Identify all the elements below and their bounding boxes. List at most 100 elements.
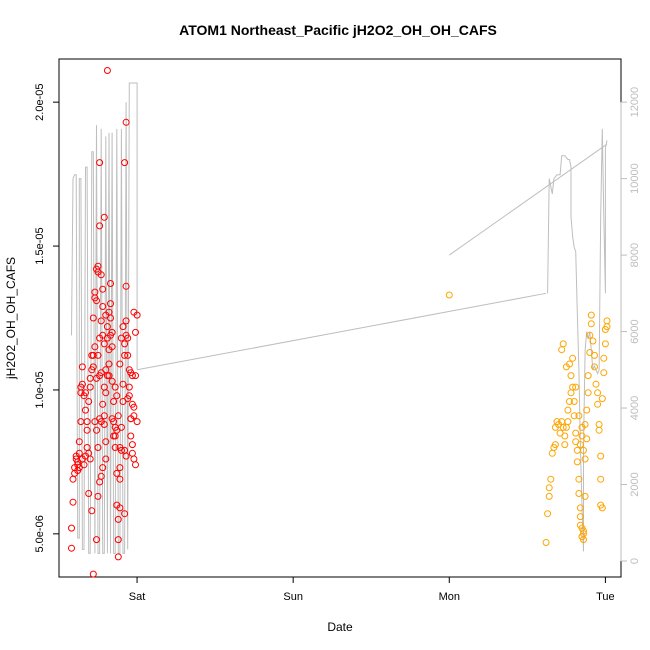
data-point [99, 400, 107, 408]
data-point [567, 389, 575, 397]
data-point [581, 492, 589, 500]
data-point [116, 464, 124, 472]
data-point [122, 118, 130, 126]
data-point [93, 297, 100, 305]
data-point [128, 449, 136, 457]
data-point [88, 507, 96, 515]
data-point [114, 412, 122, 420]
data-point [86, 383, 94, 391]
data-point [100, 421, 108, 428]
data-point [545, 484, 553, 492]
data-point [566, 398, 573, 405]
y2-tick-label: 6000 [629, 319, 641, 343]
data-point [128, 441, 136, 449]
data-point [124, 351, 132, 359]
data-point [99, 464, 107, 472]
altitude-line [448, 143, 608, 256]
data-point [77, 418, 85, 426]
data-point [99, 331, 107, 339]
data-point [578, 432, 586, 440]
data-point [122, 282, 130, 290]
data-point [589, 337, 597, 345]
data-point [121, 351, 129, 359]
data-point [97, 317, 105, 325]
data-point [128, 372, 136, 380]
data-point [83, 444, 91, 451]
data-point [569, 354, 577, 362]
data-point [91, 343, 99, 351]
data-point [564, 406, 572, 414]
data-point [121, 340, 129, 348]
data-point [548, 449, 556, 457]
y2-tick-label: 4000 [629, 396, 641, 420]
data-point [603, 323, 611, 331]
data-point [584, 389, 592, 397]
data-point [102, 455, 110, 463]
data-point [124, 395, 132, 403]
data-point [69, 475, 77, 483]
data-point [575, 490, 583, 497]
data-point [68, 524, 75, 532]
data-point [89, 314, 97, 322]
data-point [89, 363, 97, 371]
data-point [75, 438, 83, 446]
data-point [97, 472, 105, 480]
y-tick-label: 2.0e-05 [34, 84, 46, 121]
data-point [94, 492, 102, 500]
data-point [127, 432, 135, 440]
data-point [591, 363, 598, 371]
data-point [567, 372, 575, 380]
data-point [119, 323, 127, 331]
data-point [96, 222, 104, 230]
data-point [561, 441, 569, 449]
x-tick-label: Mon [439, 591, 460, 603]
data-point [108, 343, 116, 351]
data-point [121, 446, 129, 454]
data-point [580, 446, 587, 454]
data-point [113, 392, 121, 400]
y-tick-label: 1.0e-05 [34, 371, 46, 408]
x-tick-label: Sat [129, 591, 146, 603]
data-point [573, 446, 581, 454]
altitude-line [71, 82, 138, 554]
data-point [587, 320, 595, 328]
data-point [583, 406, 591, 414]
data-point [595, 421, 603, 428]
data-point [105, 308, 113, 316]
data-point [94, 444, 102, 451]
y2-tick-label: 2000 [629, 472, 641, 496]
data-point [71, 469, 79, 477]
data-point [78, 455, 86, 463]
data-point [93, 426, 100, 434]
data-point [547, 475, 555, 483]
y2-tick-label: 8000 [629, 243, 641, 267]
data-point [587, 311, 595, 319]
data-point [103, 67, 111, 74]
data-point [130, 403, 138, 411]
data-point [114, 553, 122, 561]
data-point [578, 423, 586, 431]
data-point [108, 328, 116, 336]
data-point [594, 389, 602, 397]
data-point [74, 461, 82, 469]
data-point [108, 415, 116, 423]
data-point [542, 539, 550, 546]
data-point [82, 389, 89, 397]
data-point [576, 504, 584, 512]
data-point [597, 475, 605, 483]
data-point [603, 317, 611, 325]
data-point [119, 380, 127, 388]
data-point [85, 398, 93, 405]
data-point [598, 395, 606, 403]
data-point [83, 426, 91, 434]
data-point [121, 510, 129, 518]
data-point [72, 452, 80, 460]
data-point [127, 415, 135, 423]
data-point [125, 383, 133, 391]
data-point [575, 412, 583, 420]
data-point [576, 441, 584, 449]
data-point [93, 536, 100, 544]
y-tick-label: 5.0e-06 [34, 515, 46, 552]
data-point [89, 351, 97, 359]
